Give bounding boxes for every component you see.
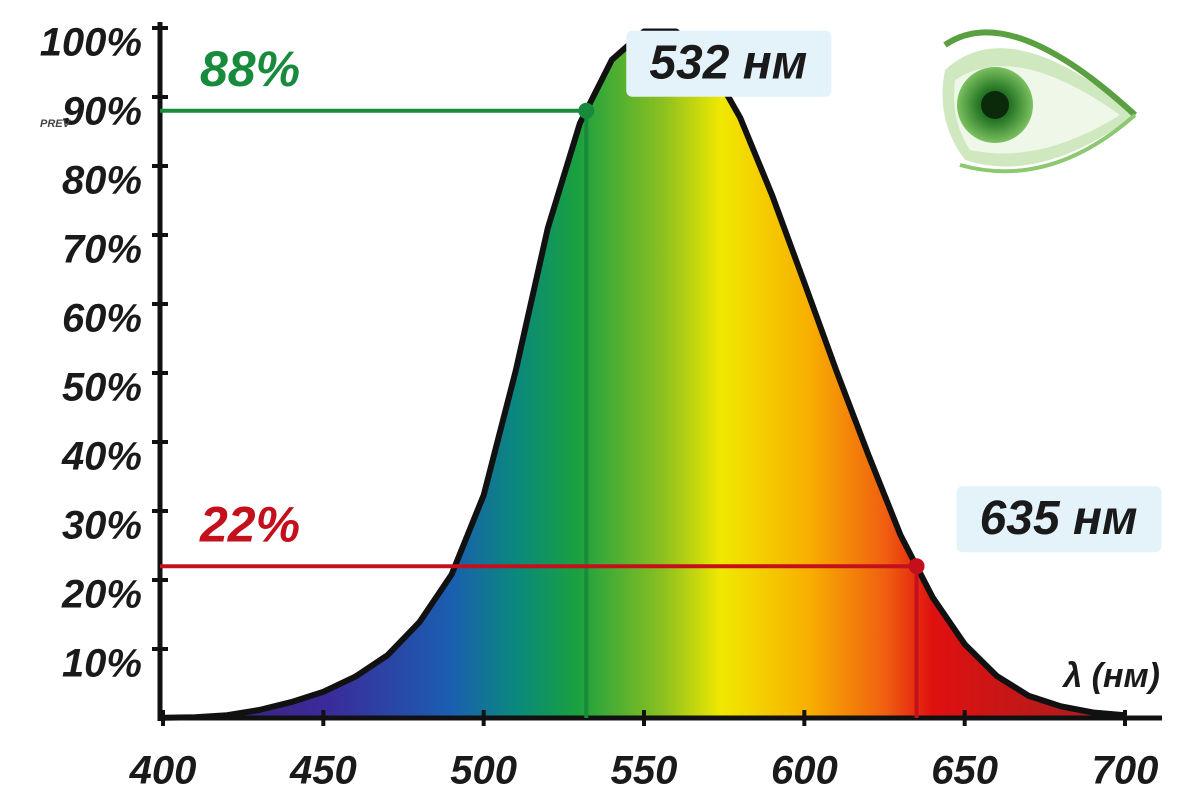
x-tick-label: 450 (289, 749, 357, 793)
prev-overlay: PREV (40, 118, 72, 130)
x-tick-label: 400 (129, 749, 197, 793)
y-tick-label: 20% (61, 573, 142, 617)
spectrum-area (163, 31, 1125, 718)
y-tick-label: 80% (62, 159, 142, 203)
x-tick-label: 700 (1092, 749, 1159, 793)
reference-point (578, 102, 595, 119)
x-tick-label: 550 (611, 749, 678, 793)
wavelength-label-box (956, 486, 1162, 553)
y-tick-label: 50% (62, 366, 142, 410)
wavelength-label-box (626, 30, 832, 97)
x-axis-label: λ (нм) (1061, 657, 1160, 695)
x-tick-label: 600 (771, 749, 838, 793)
reference-value-label: 88% (200, 41, 300, 97)
reference-value-label: 22% (199, 496, 300, 552)
y-tick-label: 10% (62, 642, 142, 686)
reference-point (908, 558, 925, 575)
eye-illustration (942, 29, 1138, 174)
y-tick-label: 40% (61, 435, 142, 479)
y-tick-label: 30% (62, 504, 142, 548)
y-tick-label: 90% (62, 90, 142, 134)
y-tick-label: 60% (62, 297, 142, 341)
wavelength-label: 635 нм (980, 492, 1138, 545)
y-tick-label: 100% (40, 21, 142, 65)
wavelength-label: 532 нм (649, 36, 807, 89)
y-tick-label: 70% (62, 228, 142, 272)
x-tick-label: 650 (931, 749, 998, 793)
x-tick-label: 500 (450, 749, 517, 793)
